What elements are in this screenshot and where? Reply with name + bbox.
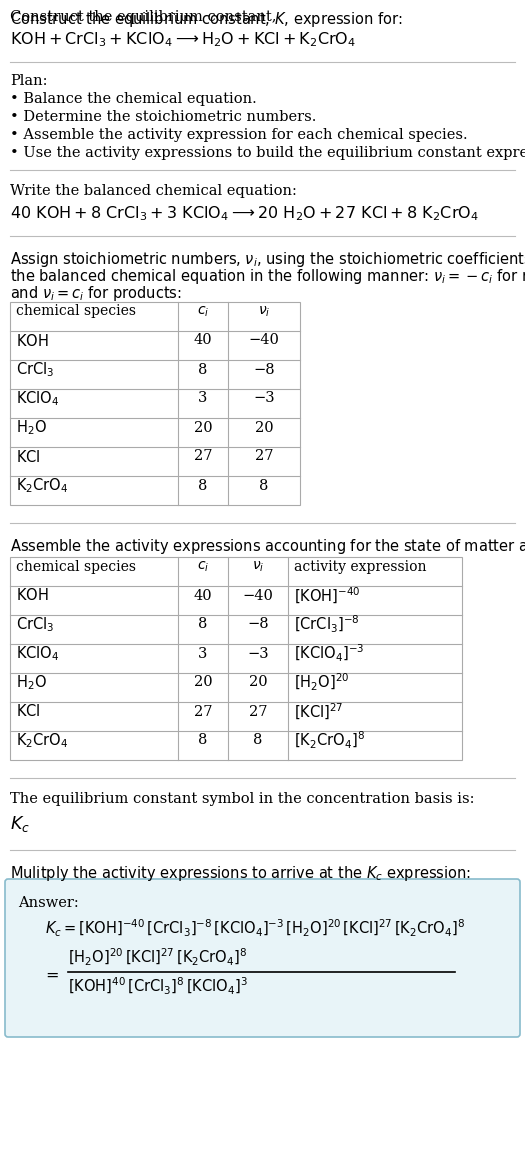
Text: −40: −40 [243,589,274,603]
Bar [10,557,462,760]
Text: 8: 8 [253,734,262,748]
Text: $K_c = \mathrm{[KOH]^{-40}\,[CrCl_3]^{-8}\,[KClO_4]^{-3}\,[H_2O]^{20}\,[KCl]^{27: $K_c = \mathrm{[KOH]^{-40}\,[CrCl_3]^{-8… [45,918,465,940]
Text: $\mathrm{[H_2O]^{20}\,[KCl]^{27}\,[K_2CrO_4]^{8}}$: $\mathrm{[H_2O]^{20}\,[KCl]^{27}\,[K_2Cr… [68,947,247,968]
Text: 8: 8 [198,363,208,377]
Text: $\mathrm{H_2O}$: $\mathrm{H_2O}$ [16,418,47,436]
Text: $\mathrm{H_2O}$: $\mathrm{H_2O}$ [16,673,47,691]
Text: $\mathrm{[KCl]^{27}}$: $\mathrm{[KCl]^{27}}$ [294,702,343,722]
Text: $\mathrm{[KOH]^{-40}}$: $\mathrm{[KOH]^{-40}}$ [294,585,361,606]
Text: $K_c$: $K_c$ [10,814,30,834]
Text: $\mathrm{[K_2CrO_4]^{8}}$: $\mathrm{[K_2CrO_4]^{8}}$ [294,730,365,751]
Text: 20: 20 [249,675,267,689]
Text: $\nu_i$: $\nu_i$ [252,559,264,573]
Text: 8: 8 [198,618,208,632]
Text: $\mathrm{K_2CrO_4}$: $\mathrm{K_2CrO_4}$ [16,731,68,750]
Text: 27: 27 [194,704,212,718]
Text: 20: 20 [194,420,212,434]
Text: $\mathrm{[H_2O]^{20}}$: $\mathrm{[H_2O]^{20}}$ [294,672,350,693]
Text: $\mathrm{KClO_4}$: $\mathrm{KClO_4}$ [16,390,59,408]
Text: 20: 20 [255,420,274,434]
Text: −40: −40 [248,333,279,347]
Text: Plan:: Plan: [10,74,47,88]
Text: $=$: $=$ [42,966,59,982]
Text: 8: 8 [259,479,269,493]
Text: • Use the activity expressions to build the equilibrium constant expression.: • Use the activity expressions to build … [10,146,525,160]
Text: 40: 40 [194,589,212,603]
Text: Construct the equilibrium constant,: Construct the equilibrium constant, [10,11,281,25]
Text: −8: −8 [253,363,275,377]
Bar [10,302,300,505]
Text: −3: −3 [247,647,269,661]
Text: 3: 3 [198,647,208,661]
Text: $\mathrm{KOH}$: $\mathrm{KOH}$ [16,332,49,349]
Text: Write the balanced chemical equation:: Write the balanced chemical equation: [10,184,297,198]
Text: $c_i$: $c_i$ [197,559,209,573]
Text: The equilibrium constant symbol in the concentration basis is:: The equilibrium constant symbol in the c… [10,792,475,806]
Text: • Assemble the activity expression for each chemical species.: • Assemble the activity expression for e… [10,128,468,142]
Text: Mulitply the activity expressions to arrive at the $K_c$ expression:: Mulitply the activity expressions to arr… [10,863,471,883]
Text: 8: 8 [198,734,208,748]
Text: 27: 27 [194,449,212,463]
Text: $\mathrm{KOH + CrCl_3 + KClO_4 \longrightarrow H_2O + KCl + K_2CrO_4}$: $\mathrm{KOH + CrCl_3 + KClO_4 \longrigh… [10,30,356,49]
Text: 40: 40 [194,333,212,347]
Text: $\mathrm{[CrCl_3]^{-8}}$: $\mathrm{[CrCl_3]^{-8}}$ [294,614,360,635]
Text: 20: 20 [194,675,212,689]
Text: $\mathrm{KCl}$: $\mathrm{KCl}$ [16,703,40,720]
Text: $\mathrm{[KOH]^{40}\,[CrCl_3]^{8}\,[KClO_4]^{3}}$: $\mathrm{[KOH]^{40}\,[CrCl_3]^{8}\,[KClO… [68,976,248,997]
Text: and $\nu_i = c_i$ for products:: and $\nu_i = c_i$ for products: [10,284,182,303]
Text: 3: 3 [198,392,208,406]
Text: $\mathrm{40\ KOH + 8\ CrCl_3 + 3\ KClO_4 \longrightarrow 20\ H_2O + 27\ KCl + 8\: $\mathrm{40\ KOH + 8\ CrCl_3 + 3\ KClO_4… [10,204,479,222]
Text: $\mathrm{CrCl_3}$: $\mathrm{CrCl_3}$ [16,360,54,379]
Text: the balanced chemical equation in the following manner: $\nu_i = -c_i$ for react: the balanced chemical equation in the fo… [10,267,525,285]
Text: Assemble the activity expressions accounting for the state of matter and $\nu_i$: Assemble the activity expressions accoun… [10,537,525,556]
Text: $\mathrm{KCl}$: $\mathrm{KCl}$ [16,448,40,464]
Text: $\mathrm{K_2CrO_4}$: $\mathrm{K_2CrO_4}$ [16,476,68,495]
Text: $\mathrm{KOH}$: $\mathrm{KOH}$ [16,587,49,604]
Text: $\mathrm{CrCl_3}$: $\mathrm{CrCl_3}$ [16,615,54,634]
Text: activity expression: activity expression [294,559,426,573]
Text: $\nu_i$: $\nu_i$ [258,304,270,318]
Text: Answer:: Answer: [18,896,79,910]
Text: −3: −3 [253,392,275,406]
Text: 8: 8 [198,479,208,493]
Text: Construct the equilibrium constant, $K$, expression for:: Construct the equilibrium constant, $K$,… [10,11,403,29]
Text: $c_i$: $c_i$ [197,304,209,318]
Text: • Balance the chemical equation.: • Balance the chemical equation. [10,92,257,106]
Text: $\mathrm{[KClO_4]^{-3}}$: $\mathrm{[KClO_4]^{-3}}$ [294,644,364,665]
Text: chemical species: chemical species [16,304,136,318]
Text: chemical species: chemical species [16,559,136,573]
Text: • Determine the stoichiometric numbers.: • Determine the stoichiometric numbers. [10,110,317,124]
Text: Assign stoichiometric numbers, $\nu_i$, using the stoichiometric coefficients, $: Assign stoichiometric numbers, $\nu_i$, … [10,250,525,269]
Text: $\mathrm{KClO_4}$: $\mathrm{KClO_4}$ [16,645,59,663]
Text: −8: −8 [247,618,269,632]
Text: 27: 27 [255,449,273,463]
FancyBboxPatch shape [5,879,520,1037]
Text: 27: 27 [249,704,267,718]
